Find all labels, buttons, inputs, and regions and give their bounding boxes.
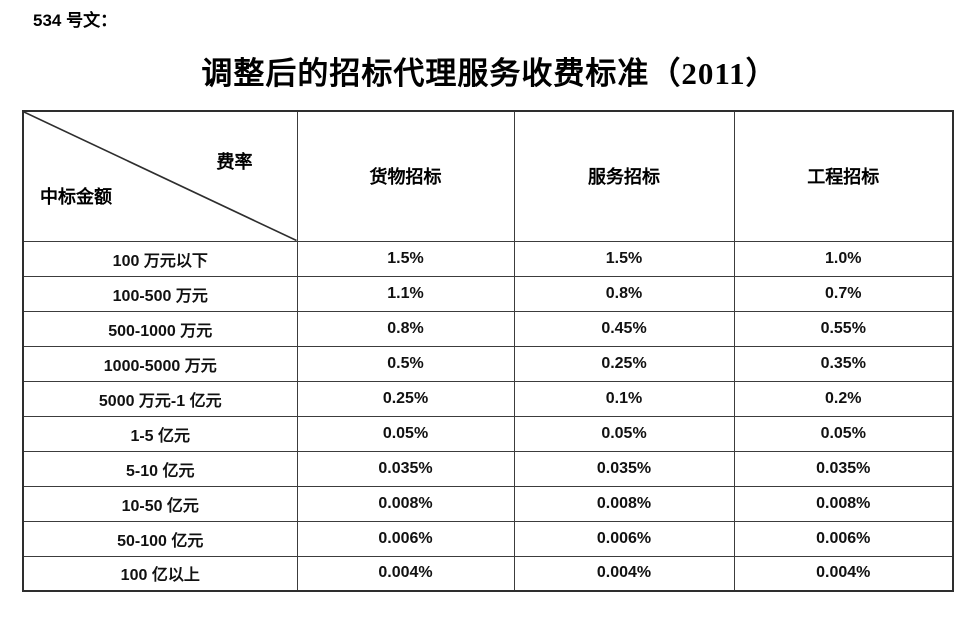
rate-cell: 0.05% bbox=[296, 415, 515, 452]
rate-cell: 0.7% bbox=[733, 275, 954, 312]
rate-cell: 1.5% bbox=[296, 240, 515, 277]
rate-cell: 0.05% bbox=[513, 415, 735, 452]
table-row: 1-5 亿元 0.05% 0.05% 0.05% bbox=[22, 415, 954, 452]
rate-cell: 0.05% bbox=[733, 415, 954, 452]
rate-cell: 0.2% bbox=[733, 380, 954, 417]
rate-cell: 0.8% bbox=[513, 275, 735, 312]
rate-cell: 0.8% bbox=[296, 310, 515, 347]
amount-cell: 50-100 亿元 bbox=[22, 520, 298, 557]
rate-cell: 1.5% bbox=[513, 240, 735, 277]
table-header-row: 费率 中标金额 货物招标 服务招标 工程招标 bbox=[22, 110, 954, 242]
rate-cell: 0.035% bbox=[513, 450, 735, 487]
table-row: 100 亿以上 0.004% 0.004% 0.004% bbox=[22, 555, 954, 592]
rate-cell: 0.35% bbox=[733, 345, 954, 382]
amount-cell: 500-1000 万元 bbox=[22, 310, 298, 347]
corner-header-cell: 费率 中标金额 bbox=[22, 110, 298, 242]
rate-cell: 0.035% bbox=[296, 450, 515, 487]
table-row: 500-1000 万元 0.8% 0.45% 0.55% bbox=[22, 310, 954, 347]
amount-cell: 100-500 万元 bbox=[22, 275, 298, 312]
rate-cell: 0.006% bbox=[733, 520, 954, 557]
column-header-service: 服务招标 bbox=[513, 110, 735, 242]
table-row: 100 万元以下 1.5% 1.5% 1.0% bbox=[22, 240, 954, 277]
amount-cell: 1000-5000 万元 bbox=[22, 345, 298, 382]
amount-cell: 5000 万元-1 亿元 bbox=[22, 380, 298, 417]
rate-cell: 0.004% bbox=[296, 555, 515, 592]
rate-cell: 0.008% bbox=[513, 485, 735, 522]
table-row: 10-50 亿元 0.008% 0.008% 0.008% bbox=[22, 485, 954, 522]
rate-cell: 0.004% bbox=[733, 555, 954, 592]
corner-label-amount: 中标金额 bbox=[40, 186, 112, 207]
amount-cell: 10-50 亿元 bbox=[22, 485, 298, 522]
column-header-goods: 货物招标 bbox=[296, 110, 515, 242]
doc-number-label: 534 号文： bbox=[33, 11, 118, 30]
page-title: 调整后的招标代理服务收费标准（2011） bbox=[201, 56, 778, 91]
rate-cell: 0.45% bbox=[513, 310, 735, 347]
rate-cell: 1.1% bbox=[296, 275, 515, 312]
amount-cell: 100 亿以上 bbox=[22, 555, 298, 592]
table-row: 5-10 亿元 0.035% 0.035% 0.035% bbox=[22, 450, 954, 487]
rate-cell: 0.5% bbox=[296, 345, 515, 382]
table-row: 5000 万元-1 亿元 0.25% 0.1% 0.2% bbox=[22, 380, 954, 417]
amount-cell: 5-10 亿元 bbox=[22, 450, 298, 487]
rate-cell: 0.008% bbox=[296, 485, 515, 522]
rate-cell: 0.55% bbox=[733, 310, 954, 347]
column-header-engineering: 工程招标 bbox=[733, 110, 954, 242]
diagonal-divider-line bbox=[24, 112, 297, 241]
rate-cell: 0.006% bbox=[296, 520, 515, 557]
table-row: 1000-5000 万元 0.5% 0.25% 0.35% bbox=[22, 345, 954, 382]
corner-label-rate: 费率 bbox=[216, 152, 253, 172]
rate-cell: 0.006% bbox=[513, 520, 735, 557]
amount-cell: 1-5 亿元 bbox=[22, 415, 298, 452]
table-row: 50-100 亿元 0.006% 0.006% 0.006% bbox=[22, 520, 954, 557]
rate-cell: 0.004% bbox=[513, 555, 735, 592]
rate-cell: 0.1% bbox=[513, 380, 735, 417]
rate-cell: 0.25% bbox=[296, 380, 515, 417]
table-row: 100-500 万元 1.1% 0.8% 0.7% bbox=[22, 275, 954, 312]
rate-cell: 0.035% bbox=[733, 450, 954, 487]
fee-standard-table: 费率 中标金额 货物招标 服务招标 工程招标 100 万元以下 1.5% 1.5% 1… bbox=[22, 110, 954, 592]
rate-cell: 0.008% bbox=[733, 485, 954, 522]
amount-cell: 100 万元以下 bbox=[22, 240, 298, 277]
rate-cell: 1.0% bbox=[733, 240, 954, 277]
table-body: 100 万元以下 1.5% 1.5% 1.0% 100-500 万元 1.1% 0.8% 0.… bbox=[22, 240, 954, 592]
rate-cell: 0.25% bbox=[513, 345, 735, 382]
